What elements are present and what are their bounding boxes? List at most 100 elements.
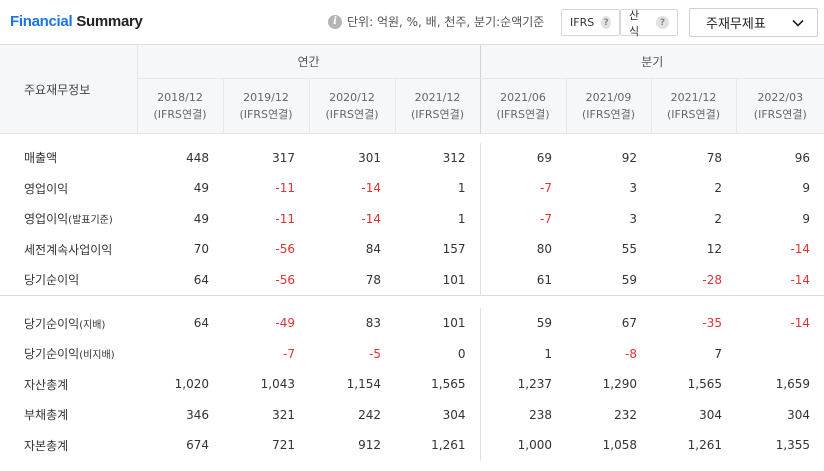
table-cell: 49	[193, 211, 209, 226]
table-row: 당기순이익 64 -56 78 101 61 59 -28 -14	[0, 264, 824, 296]
help-icon[interactable]: ?	[656, 16, 669, 29]
table-cell: -35	[702, 316, 723, 331]
row-label-text: 당기순이익	[24, 347, 80, 362]
row-label-text: 세전계속사업이익	[24, 242, 113, 257]
financial-table-container: 주요재무정보 연간 분기 2018/12 (IFRS연결) 2019/12 (IFRS…	[0, 44, 824, 471]
table-row: 당기순이익(비지배) -7 -5 0 1 -8 7	[0, 338, 824, 369]
column-basis: (IFRS연결)	[582, 108, 636, 121]
table-cell: 157	[442, 242, 466, 257]
unit-info: i 단위: 억원, %, 배, 천주, 분기:순액기준	[328, 13, 544, 30]
row-spacer	[0, 134, 824, 143]
column-period: 2020/12	[329, 91, 375, 104]
statement-type-select[interactable]: 주재무제표	[689, 8, 818, 37]
table-cell: -14	[361, 181, 381, 196]
row-label: 당기순이익(지배)	[0, 308, 137, 339]
table-cell: -14	[790, 316, 811, 331]
column-header: 2022/03 (IFRS연결)	[735, 78, 824, 134]
table-cell: 1,000	[479, 430, 567, 461]
chevron-down-icon	[792, 19, 804, 27]
table-cell: 69	[479, 142, 567, 173]
column-basis: (IFRS연결)	[239, 108, 293, 121]
table-cell: 101	[442, 272, 466, 287]
table-cell: 96	[794, 150, 811, 165]
row-label: 영업이익	[0, 173, 137, 204]
table-row: 세전계속사업이익 70 -56 84 157 80 55 12 -14	[0, 234, 824, 265]
table-cell: 312	[442, 150, 466, 165]
table-cell: 61	[479, 264, 567, 295]
table-cell: 1,261	[431, 438, 466, 453]
table-cell: 301	[358, 150, 381, 165]
ifrs-label: IFRS	[570, 16, 595, 29]
help-icon[interactable]: ?	[601, 16, 611, 29]
table-cell: -56	[275, 242, 295, 257]
title-financial: Financial	[10, 13, 73, 30]
section-title: Financial Summary	[10, 13, 143, 30]
table-cell: 1,565	[431, 377, 466, 392]
table-cell: -5	[369, 346, 381, 361]
table-cell: 1,290	[602, 377, 638, 392]
column-period: 2021/12	[414, 91, 461, 104]
row-label: 자산총계	[0, 369, 137, 400]
row-label-text: 당기순이익	[24, 316, 80, 331]
table-cell: 83	[365, 316, 381, 331]
table-row: 자산총계 1,020 1,043 1,154 1,565 1,237 1,290 1,565 1…	[0, 369, 824, 400]
ifrs-button[interactable]: IFRS ?	[561, 9, 620, 36]
row-label-text: 자본총계	[24, 438, 69, 453]
unit-text: 단위: 억원, %, 배, 천주, 분기:순액기준	[347, 15, 545, 29]
summary-header: Financial Summary i 단위: 억원, %, 배, 천주, 분기:…	[0, 0, 824, 44]
column-header: 2021/12 (IFRS연결)	[394, 78, 481, 134]
table-row: 당기순이익(지배) 64 -49 83 101 59 67 -35 -14	[0, 308, 824, 339]
table-cell: 346	[186, 407, 209, 422]
table-cell: 1,565	[687, 377, 723, 392]
table-row: 매출액 448 317 301 312 69 92 78 96	[0, 142, 824, 174]
table-cell: 3	[629, 181, 638, 196]
table-cell: 64	[193, 272, 209, 287]
table-cell: 78	[365, 272, 381, 287]
table-cell: 9	[802, 211, 811, 226]
column-header: 2018/12 (IFRS연결)	[136, 78, 223, 134]
table-cell: 1,020	[174, 377, 209, 392]
table-cell: 9	[802, 181, 811, 196]
info-icon[interactable]: i	[328, 14, 342, 29]
row-label-suffix: (비지배)	[79, 350, 115, 362]
column-basis: (IFRS연결)	[753, 108, 807, 121]
table-cell: -11	[275, 211, 295, 226]
row-label-text: 자산총계	[24, 377, 69, 392]
row-label-text: 당기순이익	[24, 273, 80, 287]
row-label-text: 영업이익	[24, 212, 69, 227]
table-cell: -7	[479, 203, 567, 234]
row-label-suffix: (발표기준)	[68, 215, 113, 227]
formula-button[interactable]: 산식 ?	[620, 9, 678, 38]
row-label: 매출액	[0, 143, 137, 174]
table-cell: -7	[283, 346, 295, 361]
table-cell: 0	[457, 346, 466, 361]
table-cell: 70	[193, 242, 209, 257]
column-period: 2019/12	[243, 91, 289, 104]
table-cell: 321	[272, 407, 295, 422]
column-period: 2022/03	[757, 91, 804, 104]
table-cell: -49	[275, 316, 295, 331]
table-cell: 1	[457, 181, 466, 196]
table-cell: -56	[275, 272, 295, 287]
row-label: 자본총계	[0, 430, 137, 461]
table-cell: -28	[702, 272, 723, 287]
table-cell: -14	[790, 242, 811, 257]
row-label: 부채총계	[0, 400, 137, 431]
table-cell: 448	[186, 150, 209, 165]
row-label: 영업이익(발표기준)	[0, 204, 137, 235]
table-cell: -14	[361, 211, 381, 226]
column-header: 2019/12 (IFRS연결)	[222, 78, 309, 134]
row-label-text: 매출액	[24, 151, 58, 166]
row-label: 당기순이익	[0, 265, 137, 296]
table-cell: -14	[790, 272, 811, 287]
table-cell: 59	[479, 308, 567, 339]
table-row: 영업이익(발표기준) 49 -11 -14 1 -7 3 2 9	[0, 203, 824, 235]
table-cell: 1	[479, 338, 567, 369]
row-label-text: 영업이익	[24, 181, 69, 196]
column-period: 2021/09	[585, 91, 632, 104]
row-label: 세전계속사업이익	[0, 234, 137, 265]
column-header: 2020/12 (IFRS연결)	[308, 78, 395, 134]
group-quarter: 분기	[479, 44, 824, 79]
table-cell: 1,058	[602, 438, 638, 453]
table-cell: 12	[706, 242, 723, 257]
